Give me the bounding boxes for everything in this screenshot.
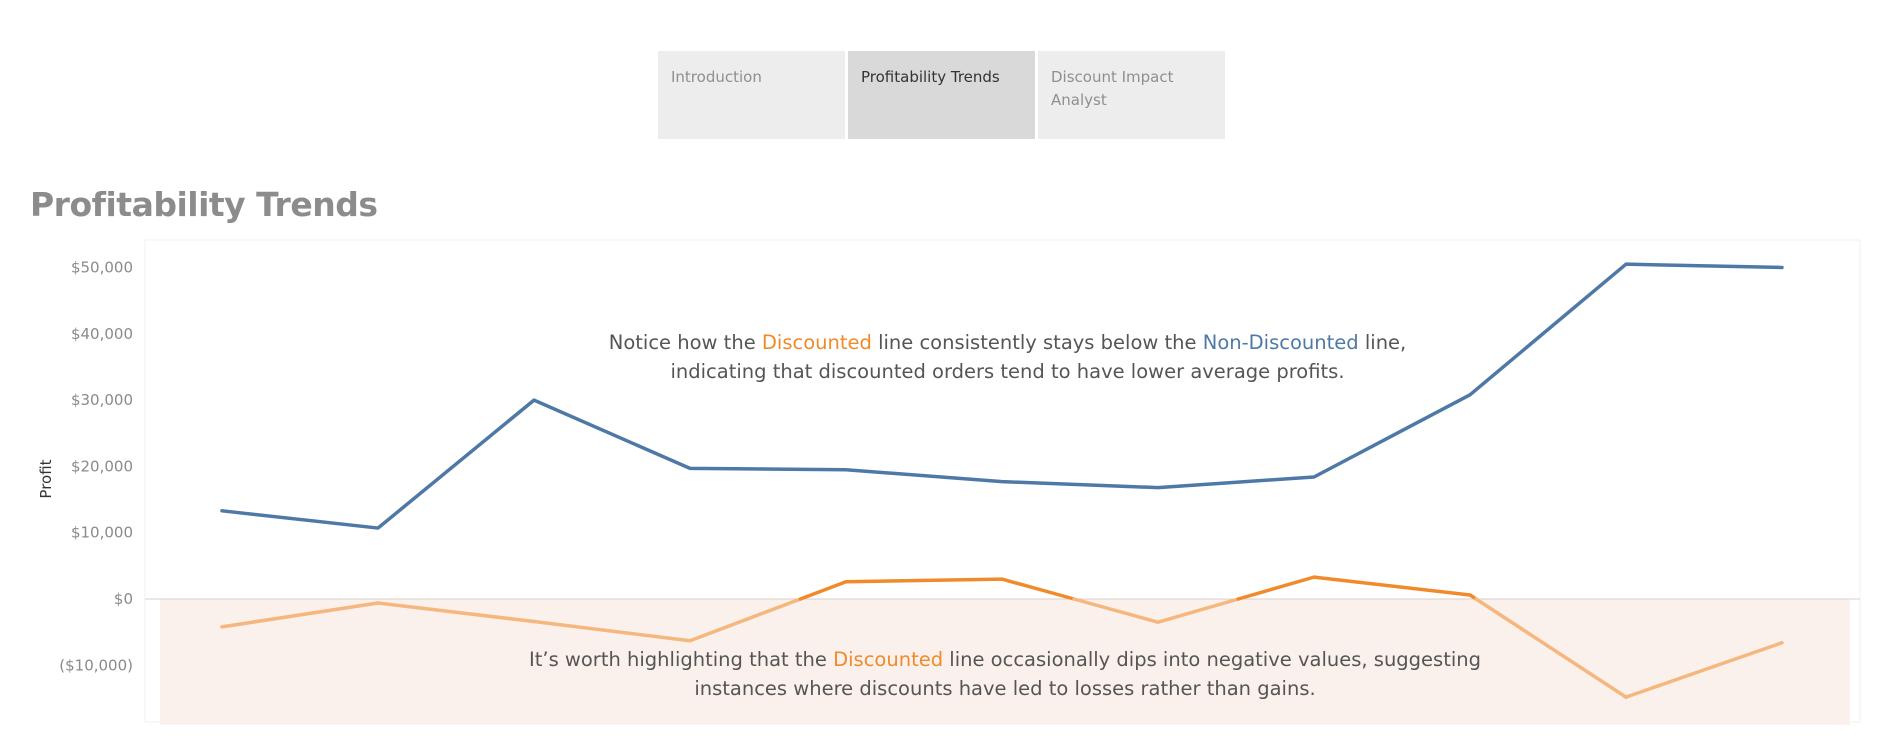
tab-profitability-trends[interactable]: Profitability Trends <box>848 51 1035 139</box>
discounted-series-segment <box>1312 575 1472 597</box>
top-annotation: Notice how the Discounted line consisten… <box>540 328 1475 386</box>
tab-discount-impact-analyst[interactable]: Discount Impact Analyst <box>1038 51 1225 139</box>
discounted-series-segment <box>1072 597 1160 624</box>
negative-region-band <box>160 599 1850 725</box>
discounted-series-segment <box>532 619 692 643</box>
tab-introduction[interactable]: Introduction <box>658 51 845 139</box>
y-axis-label: Profit <box>37 459 55 498</box>
y-tick-label: $40,000 <box>71 325 133 343</box>
bottom-annotation: It’s worth highlighting that the Discoun… <box>500 645 1510 703</box>
page-title: Profitability Trends <box>30 185 378 224</box>
discounted-series-segment <box>844 577 1004 584</box>
top-annotation-line-1: Notice how the Discounted line consisten… <box>540 328 1475 357</box>
bottom-annotation-line-2: instances where discounts have led to lo… <box>694 677 1316 700</box>
top-annotation-non-discounted-highlight: Non-Discounted <box>1202 331 1359 354</box>
bottom-annotation-text-1: It’s worth highlighting that the <box>528 648 834 671</box>
discounted-series-segment <box>1000 577 1076 601</box>
discounted-series-segment <box>376 601 536 624</box>
y-tick-label: $20,000 <box>71 457 133 475</box>
discounted-series-segment <box>220 601 380 629</box>
y-tick-label: $10,000 <box>71 524 133 542</box>
bottom-annotation-line-1: It’s worth highlighting that the Discoun… <box>500 645 1510 674</box>
y-tick-label: $30,000 <box>71 391 133 409</box>
top-annotation-text-2: line consistently stays below the <box>871 331 1203 354</box>
top-annotation-text-3: line, <box>1358 331 1407 354</box>
discounted-series-segment <box>798 580 848 601</box>
non-discounted-series-line <box>220 262 1784 530</box>
discounted-series-segment <box>1236 575 1316 601</box>
discounted-series-segment <box>688 597 803 643</box>
y-tick-label: ($10,000) <box>59 656 133 674</box>
tab-bar: Introduction Profitability Trends Discou… <box>658 51 1225 139</box>
bottom-annotation-discounted-highlight: Discounted <box>833 648 944 671</box>
bottom-annotation-text-2: line occasionally dips into negative val… <box>943 648 1482 671</box>
top-annotation-discounted-highlight: Discounted <box>761 331 872 354</box>
discounted-series-segment <box>1156 597 1241 624</box>
discounted-series-segment <box>1474 597 1628 699</box>
y-tick-label: $0 <box>114 590 133 608</box>
discounted-series-segment <box>1624 641 1784 699</box>
y-tick-label: $50,000 <box>71 259 133 277</box>
top-annotation-line-2: indicating that discounted orders tend t… <box>670 360 1345 383</box>
top-annotation-text-1: Notice how the <box>608 331 762 354</box>
